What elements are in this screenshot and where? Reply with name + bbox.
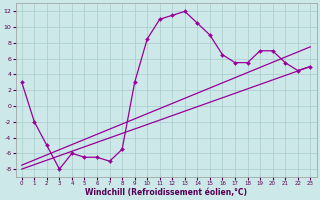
X-axis label: Windchill (Refroidissement éolien,°C): Windchill (Refroidissement éolien,°C) [85, 188, 247, 197]
